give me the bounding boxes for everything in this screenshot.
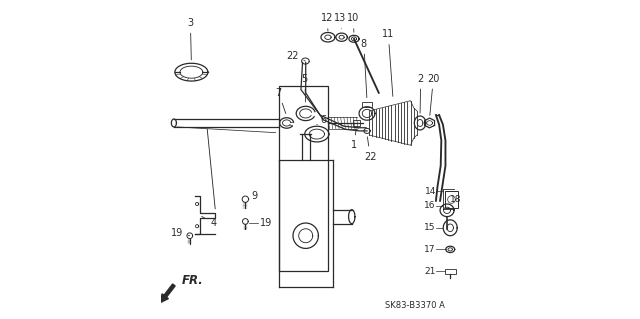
Text: 16: 16 bbox=[424, 201, 436, 210]
Text: 6: 6 bbox=[317, 115, 326, 125]
Text: 1: 1 bbox=[351, 129, 357, 151]
FancyArrow shape bbox=[161, 284, 175, 302]
Text: 12: 12 bbox=[321, 13, 333, 31]
Bar bbox=[445, 191, 458, 208]
Text: 22: 22 bbox=[364, 137, 376, 161]
Bar bbox=[362, 102, 372, 107]
Text: 4: 4 bbox=[202, 216, 216, 228]
Text: 13: 13 bbox=[334, 13, 346, 29]
Text: 22: 22 bbox=[286, 51, 305, 61]
Text: 19: 19 bbox=[260, 218, 272, 228]
Text: FR.: FR. bbox=[182, 274, 204, 286]
Text: 3: 3 bbox=[188, 18, 193, 60]
Text: 20: 20 bbox=[427, 73, 440, 115]
Bar bbox=[353, 120, 360, 126]
Text: 7: 7 bbox=[276, 88, 285, 114]
Text: 11: 11 bbox=[382, 29, 394, 96]
Text: 17: 17 bbox=[424, 245, 436, 254]
Text: 21: 21 bbox=[424, 267, 436, 276]
Text: 10: 10 bbox=[348, 13, 360, 32]
Text: 14: 14 bbox=[424, 187, 436, 196]
Bar bbox=[445, 269, 456, 273]
Text: 2: 2 bbox=[417, 73, 424, 113]
Bar bbox=[278, 86, 328, 271]
Text: 15: 15 bbox=[424, 223, 436, 232]
Text: 5: 5 bbox=[301, 73, 308, 102]
Text: 19: 19 bbox=[170, 227, 190, 238]
Text: 9: 9 bbox=[248, 191, 258, 201]
Text: SK83-B3370 A: SK83-B3370 A bbox=[385, 301, 445, 310]
Text: 8: 8 bbox=[361, 39, 367, 98]
Text: 18: 18 bbox=[449, 195, 461, 204]
